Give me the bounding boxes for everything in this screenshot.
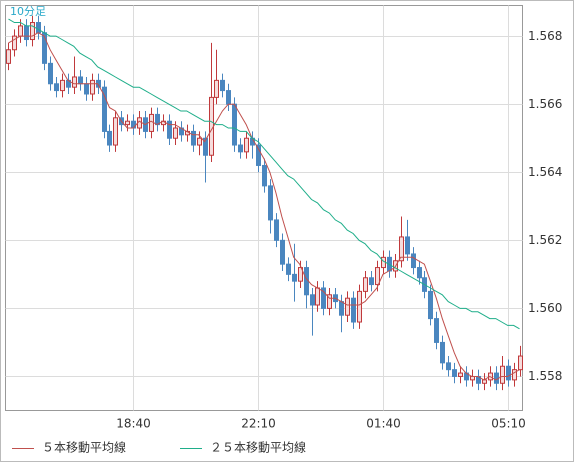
candle-body <box>203 137 208 156</box>
candle-body <box>512 369 517 381</box>
ma-line <box>8 18 520 330</box>
candle-body <box>149 113 154 132</box>
candle-body <box>48 62 53 85</box>
candle-body <box>434 318 439 343</box>
candle-body <box>238 144 243 153</box>
candle-body <box>452 369 457 377</box>
candle-body <box>214 79 219 98</box>
candle-body <box>518 355 523 371</box>
candle-body <box>286 263 291 275</box>
candle-body <box>72 76 77 88</box>
legend-label: ５本移動平均線 <box>42 440 126 455</box>
candle-body <box>500 365 505 384</box>
candle-body <box>345 297 350 316</box>
candle-body <box>369 277 374 286</box>
candle-body <box>339 301 344 316</box>
candle-body <box>167 120 172 139</box>
candle-body <box>232 103 237 146</box>
candle-body <box>411 253 416 269</box>
y-tick-label: 1.560 <box>528 301 562 315</box>
candle-body <box>191 130 196 146</box>
candle-body <box>60 79 65 92</box>
candle-body <box>125 120 130 126</box>
candle-body <box>280 239 285 265</box>
candle-body <box>209 96 214 156</box>
candle-body <box>113 117 118 146</box>
y-tick-label: 1.564 <box>528 165 562 179</box>
candle-body <box>327 294 332 309</box>
candle-body <box>12 35 17 51</box>
candle-body <box>78 76 83 85</box>
candle-body <box>256 144 261 166</box>
candle-body <box>107 130 112 146</box>
candle-body <box>90 79 95 95</box>
candle-body <box>244 137 249 153</box>
candle-body <box>440 341 445 364</box>
x-tick-label: 01:40 <box>366 417 401 431</box>
candle-body <box>446 362 451 371</box>
candle-body <box>173 127 178 139</box>
y-tick-label: 1.566 <box>528 97 562 111</box>
candle-body <box>405 236 410 255</box>
candle-body <box>357 290 362 323</box>
candle-body <box>351 297 356 323</box>
candle-body <box>292 273 297 282</box>
candle-body <box>274 219 279 241</box>
x-tick-label: 05:10 <box>491 417 526 431</box>
candle-body <box>315 287 320 306</box>
candle-body <box>30 22 35 41</box>
candle-body <box>18 25 23 37</box>
candle-body <box>24 25 29 41</box>
candle-body <box>506 365 511 381</box>
y-tick-label: 1.558 <box>528 369 562 383</box>
candle-body <box>6 49 11 64</box>
candle-body <box>36 22 41 34</box>
x-tick-label: 22:10 <box>241 417 276 431</box>
candle-body <box>226 90 231 105</box>
candle-body <box>102 86 107 132</box>
ma-line <box>8 32 520 381</box>
candle-body <box>131 120 136 129</box>
x-tick-label: 18:40 <box>116 417 151 431</box>
candle-body <box>220 79 225 92</box>
candle-body <box>268 185 273 221</box>
candle-body <box>321 287 326 309</box>
candle-body <box>262 164 267 187</box>
candle-body <box>363 277 368 292</box>
legend-label: ２５本移動平均線 <box>210 440 306 455</box>
candle-body <box>375 267 380 286</box>
candle-body <box>399 236 404 262</box>
y-tick-label: 1.562 <box>528 233 562 247</box>
candle-body <box>310 294 315 306</box>
chart-title: 10分足 <box>10 5 46 18</box>
candle-body <box>197 137 202 146</box>
candle-body <box>54 83 59 92</box>
candle-body <box>482 379 487 384</box>
y-tick-label: 1.568 <box>528 29 562 43</box>
candle-body <box>417 267 422 279</box>
candle-body <box>298 267 303 282</box>
candle-body <box>84 83 89 95</box>
candle-body <box>428 290 433 320</box>
candle-body <box>458 372 463 377</box>
